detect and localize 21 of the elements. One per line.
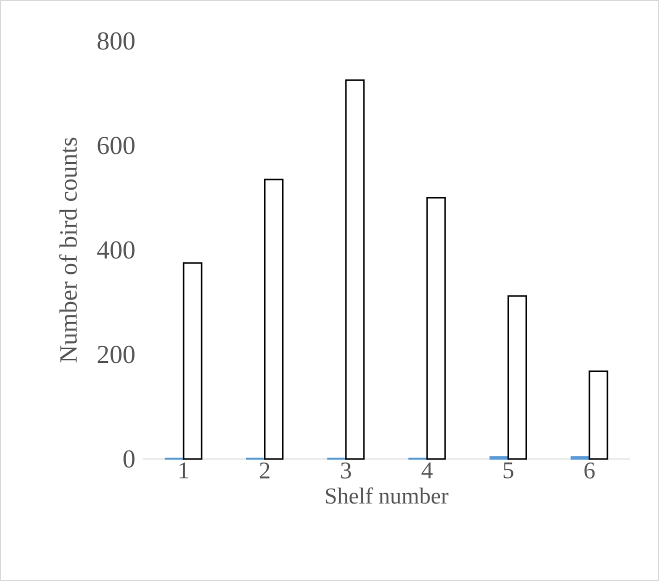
x-tick-label: 2	[260, 462, 270, 478]
bar	[588, 370, 608, 460]
bar	[426, 196, 446, 460]
bar	[508, 295, 528, 460]
x-tick-label: 6	[584, 462, 595, 479]
bar	[490, 456, 510, 460]
x-tick-label: 1	[180, 462, 188, 478]
y-tick-label: 600	[98, 136, 135, 154]
y-tick-label: 0	[124, 450, 135, 468]
bar	[345, 79, 365, 460]
x-tick-label: 4	[422, 462, 433, 478]
x-tick-label: 3	[341, 462, 351, 479]
bar	[182, 262, 202, 460]
y-tick-label: 200	[98, 346, 135, 364]
x-tick-label: 5	[504, 462, 514, 478]
bar	[570, 456, 590, 460]
y-axis-title: Number of bird counts	[59, 138, 77, 362]
x-axis-title: Shelf number	[326, 487, 448, 504]
y-tick-label: 800	[98, 32, 135, 50]
y-tick-label: 400	[97, 241, 135, 259]
bar	[264, 178, 284, 460]
